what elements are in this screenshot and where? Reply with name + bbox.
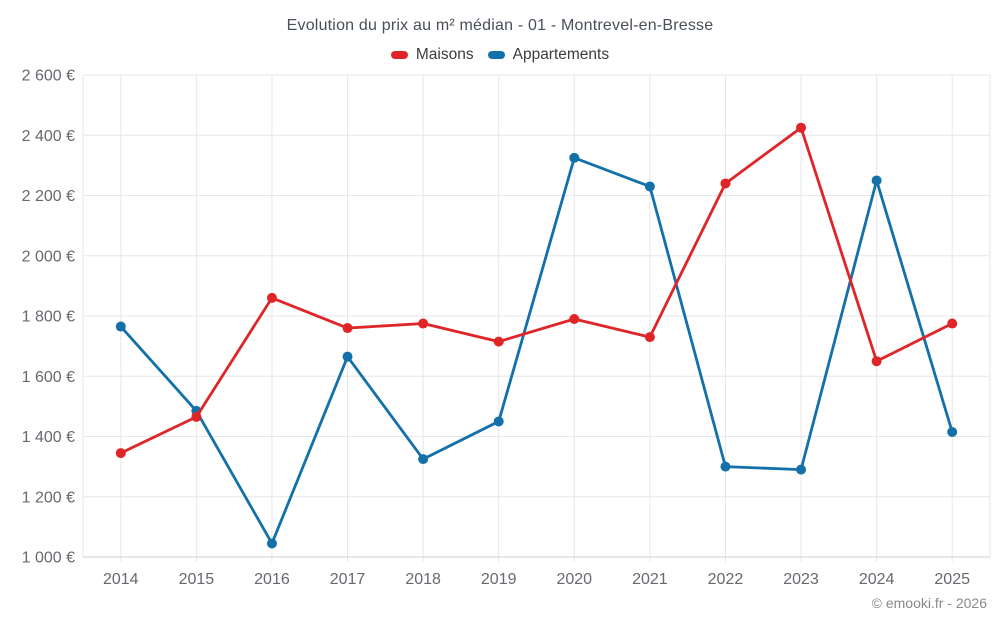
y-axis-label: 2 600 € xyxy=(22,68,75,85)
x-axis-label: 2020 xyxy=(556,571,592,588)
x-axis-label: 2023 xyxy=(783,571,819,588)
data-point-maisons-2016[interactable] xyxy=(266,292,277,303)
data-point-maisons-2025[interactable] xyxy=(947,318,958,329)
legend-item-appartements[interactable]: Appartements xyxy=(487,46,610,64)
y-axis-label: 1 400 € xyxy=(22,429,75,446)
data-point-maisons-2022[interactable] xyxy=(720,178,731,189)
data-point-appartements-2023[interactable] xyxy=(796,464,807,475)
legend-marker-appartements xyxy=(487,51,505,59)
x-axis-label: 2024 xyxy=(859,571,895,588)
x-axis-label: 2021 xyxy=(632,571,668,588)
data-point-appartements-2019[interactable] xyxy=(493,416,504,427)
x-axis-label: 2019 xyxy=(481,571,517,588)
legend-marker-maisons xyxy=(390,51,408,59)
y-axis-label: 2 000 € xyxy=(22,248,75,265)
x-axis-label: 2018 xyxy=(405,571,441,588)
y-axis-label: 1 200 € xyxy=(22,489,75,506)
data-point-appartements-2022[interactable] xyxy=(720,461,731,472)
y-axis-label: 1 000 € xyxy=(22,550,75,567)
copyright-credit: © emooki.fr - 2026 xyxy=(871,595,987,611)
data-point-appartements-2021[interactable] xyxy=(644,181,655,192)
data-point-maisons-2023[interactable] xyxy=(796,122,807,133)
data-point-appartements-2018[interactable] xyxy=(418,454,429,465)
data-point-appartements-2014[interactable] xyxy=(115,321,126,332)
x-axis-label: 2014 xyxy=(103,571,139,588)
x-axis-label: 2017 xyxy=(330,571,366,588)
data-point-maisons-2021[interactable] xyxy=(644,332,655,343)
series-line-maisons xyxy=(119,126,954,455)
series-line-appartements xyxy=(119,156,954,545)
legend-label-appartements: Appartements xyxy=(512,46,610,63)
data-point-maisons-2018[interactable] xyxy=(418,318,429,329)
chart-legend: Maisons Appartements xyxy=(0,46,1000,64)
legend-label-maisons: Maisons xyxy=(415,46,474,63)
y-axis-label: 1 600 € xyxy=(22,369,75,386)
y-axis-label: 1 800 € xyxy=(22,309,75,326)
data-point-appartements-2020[interactable] xyxy=(569,152,580,163)
data-point-maisons-2019[interactable] xyxy=(493,336,504,347)
legend-item-maisons[interactable]: Maisons xyxy=(390,46,474,64)
y-axis-label: 2 400 € xyxy=(22,128,75,145)
data-point-appartements-2024[interactable] xyxy=(871,175,882,186)
y-axis-label: 2 200 € xyxy=(22,188,75,205)
data-point-maisons-2024[interactable] xyxy=(871,356,882,367)
data-point-maisons-2014[interactable] xyxy=(115,448,126,459)
data-point-appartements-2017[interactable] xyxy=(342,351,353,362)
data-point-maisons-2017[interactable] xyxy=(342,323,353,334)
data-point-appartements-2025[interactable] xyxy=(947,426,958,437)
data-point-appartements-2016[interactable] xyxy=(266,538,277,549)
x-axis-label: 2016 xyxy=(254,571,290,588)
x-axis-label: 2025 xyxy=(934,571,970,588)
x-axis-label: 2015 xyxy=(179,571,215,588)
data-point-maisons-2020[interactable] xyxy=(569,314,580,325)
chart-title: Evolution du prix au m² médian - 01 - Mo… xyxy=(286,17,714,34)
data-point-maisons-2015[interactable] xyxy=(191,411,202,422)
x-axis-label: 2022 xyxy=(708,571,744,588)
